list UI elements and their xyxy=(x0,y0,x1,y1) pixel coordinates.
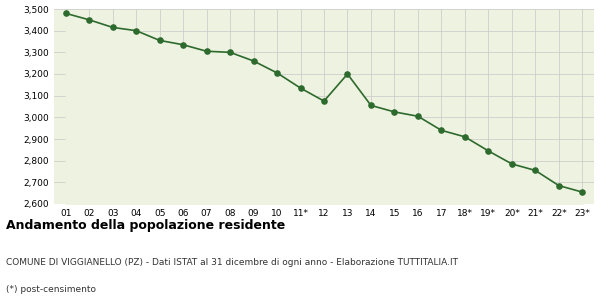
Point xyxy=(530,168,540,173)
Point xyxy=(296,86,305,91)
Text: Andamento della popolazione residente: Andamento della popolazione residente xyxy=(6,219,285,232)
Point xyxy=(108,25,118,30)
Point xyxy=(577,190,587,194)
Point xyxy=(178,42,188,47)
Point xyxy=(389,110,399,114)
Point xyxy=(61,11,71,16)
Point xyxy=(131,28,141,33)
Point xyxy=(554,183,563,188)
Text: (*) post-censimento: (*) post-censimento xyxy=(6,285,96,294)
Point xyxy=(225,50,235,55)
Point xyxy=(202,49,211,54)
Point xyxy=(319,99,329,103)
Point xyxy=(484,148,493,153)
Point xyxy=(343,72,352,76)
Point xyxy=(507,161,517,166)
Point xyxy=(413,114,423,118)
Point xyxy=(85,17,94,22)
Point xyxy=(460,134,470,139)
Point xyxy=(155,38,164,43)
Point xyxy=(437,128,446,133)
Point xyxy=(366,103,376,108)
Point xyxy=(272,70,282,75)
Point xyxy=(249,58,259,63)
Text: COMUNE DI VIGGIANELLO (PZ) - Dati ISTAT al 31 dicembre di ogni anno - Elaborazio: COMUNE DI VIGGIANELLO (PZ) - Dati ISTAT … xyxy=(6,258,458,267)
